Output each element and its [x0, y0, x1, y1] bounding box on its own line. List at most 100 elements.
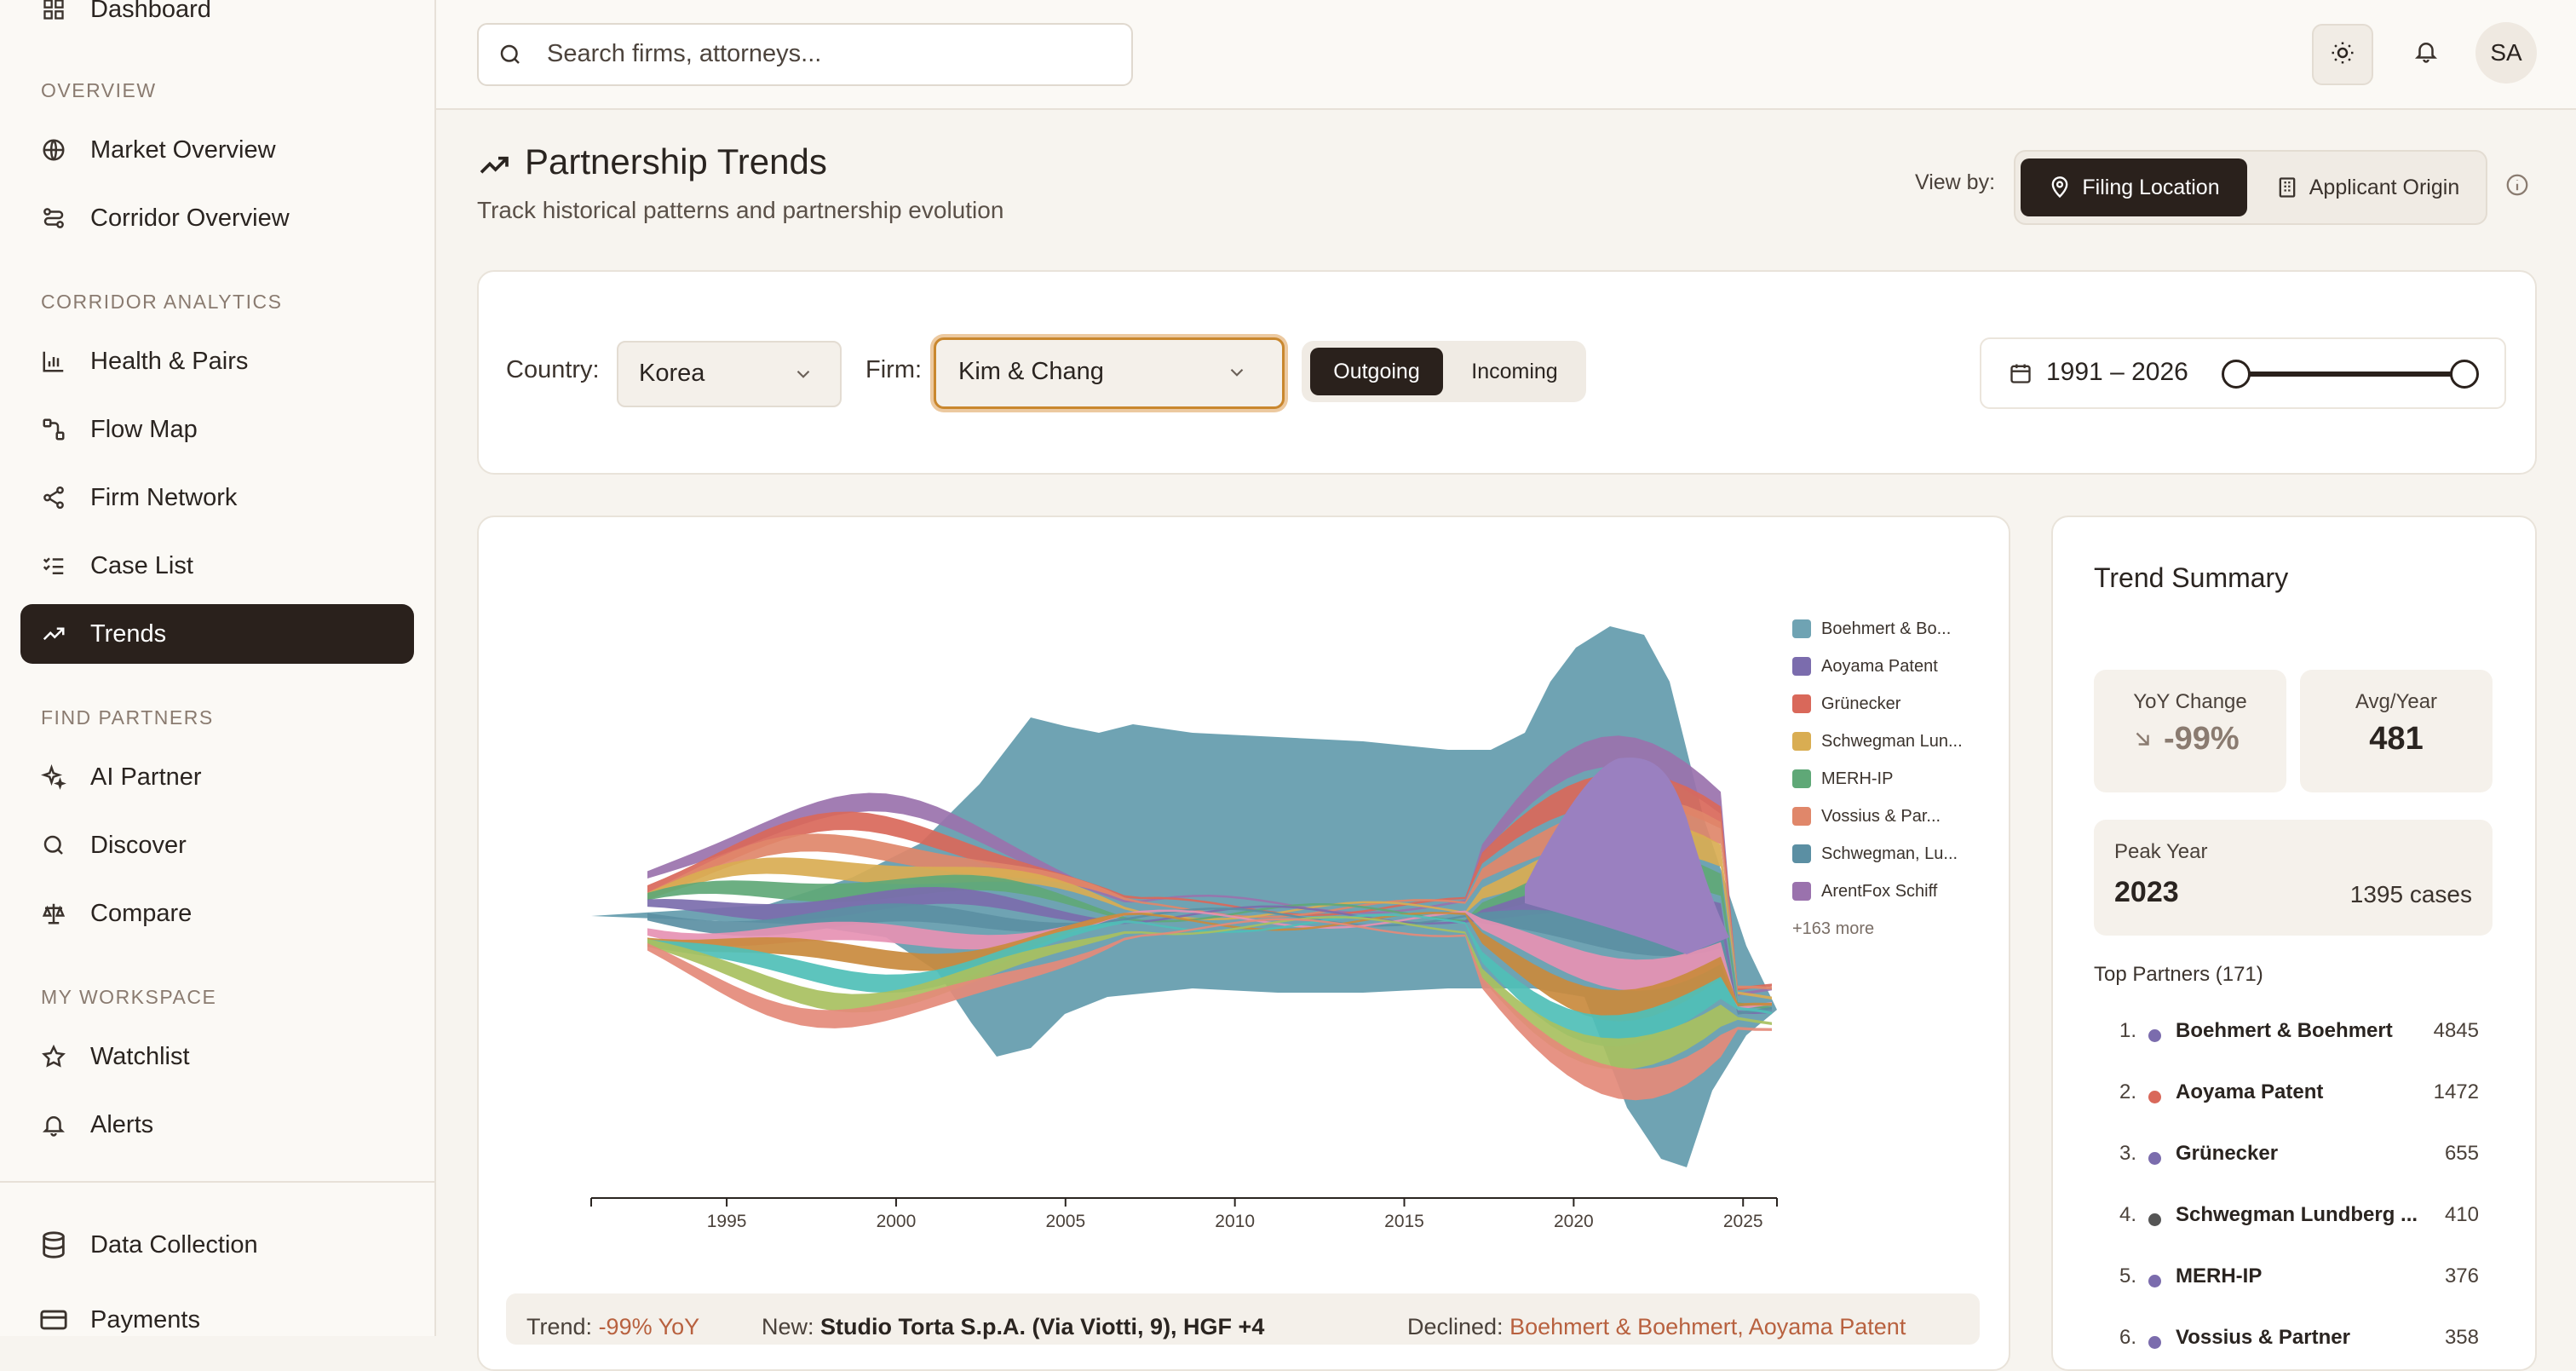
direction-incoming-button[interactable]: Incoming: [1471, 359, 1558, 383]
sidebar-item-trends[interactable]: Trends: [20, 604, 414, 664]
info-icon[interactable]: [2504, 172, 2530, 202]
yoy-change-tile: YoY Change -99%: [2094, 670, 2286, 792]
bar-chart-icon: [39, 347, 68, 376]
partner-color-dot: [2148, 1275, 2161, 1287]
partner-color-dot: [2148, 1091, 2161, 1103]
search-input[interactable]: Search firms, attorneys...: [547, 40, 822, 67]
theme-toggle-button[interactable]: [2312, 24, 2373, 85]
legend-item[interactable]: Boehmert & Bo...: [1792, 618, 1951, 640]
new-value: Studio Torta S.p.A. (Via Viotti, 9), HGF…: [820, 1314, 1265, 1339]
sidebar-item-firm-network[interactable]: Firm Network: [20, 468, 414, 527]
sidebar-item-label: Flow Map: [90, 415, 198, 443]
sidebar-item-label: Case List: [90, 551, 193, 579]
firm-select[interactable]: Kim & Chang: [934, 337, 1285, 409]
trend-insight-strip: Trend: -99% YoY New: Studio Torta S.p.A.…: [506, 1293, 1980, 1345]
legend-item[interactable]: Vossius & Par...: [1792, 805, 1941, 827]
sidebar-item-label: Market Overview: [90, 135, 276, 164]
legend-label: Vossius & Par...: [1821, 806, 1941, 826]
view-by-label: View by:: [1915, 170, 1996, 194]
stream-layer[interactable]: [647, 916, 1772, 1070]
search-icon: [39, 831, 68, 860]
direction-outgoing-button[interactable]: Outgoing: [1310, 348, 1443, 395]
partner-row[interactable]: 3. Grünecker 655: [2106, 1142, 2479, 1176]
view-by-toggle: Filing Location Applicant Origin: [2014, 150, 2487, 225]
sidebar-item-case-list[interactable]: Case List: [20, 536, 414, 596]
trending-up-icon: [39, 619, 68, 648]
partner-row[interactable]: 1. Boehmert & Boehmert 4845: [2106, 1019, 2479, 1053]
topbar: Search firms, attorneys... SA: [436, 0, 2576, 110]
declined-value: Boehmert & Boehmert, Aoyama Patent: [1509, 1314, 1906, 1339]
sidebar-item-corridor-overview[interactable]: Corridor Overview: [20, 188, 414, 248]
sidebar-item-label: Dashboard: [90, 0, 211, 23]
legend-item[interactable]: Aoyama Patent: [1792, 655, 1938, 677]
partner-row[interactable]: 4. Schwegman Lundberg ... 410: [2106, 1203, 2479, 1237]
sidebar-section-find-partners: FIND PARTNERS: [41, 706, 214, 729]
sidebar-item-alerts[interactable]: Alerts: [20, 1095, 414, 1155]
partner-color-dot: [2148, 1029, 2161, 1042]
scale-icon: [39, 899, 68, 928]
sidebar-item-dashboard[interactable]: Dashboard: [20, 0, 414, 39]
partner-rank: 5.: [2119, 1264, 2136, 1287]
database-icon: [39, 1230, 68, 1259]
partner-row[interactable]: 6. Vossius & Partner 358: [2106, 1326, 2479, 1360]
legend-label: MERH-IP: [1821, 769, 1894, 788]
stream-layer-arentfox[interactable]: [1525, 758, 1729, 954]
sidebar-item-label: Trends: [90, 619, 167, 648]
credit-card-icon: [39, 1305, 68, 1334]
sidebar-item-health-pairs[interactable]: Health & Pairs: [20, 331, 414, 391]
stream-layer[interactable]: [647, 735, 1772, 996]
search-box[interactable]: Search firms, attorneys...: [477, 23, 1133, 86]
year-range-label: 1991 – 2026: [2046, 358, 2188, 386]
sidebar-item-payments[interactable]: Payments: [20, 1290, 414, 1350]
partner-row[interactable]: 5. MERH-IP 376: [2106, 1264, 2479, 1299]
trend-insight: Trend: -99% YoY: [526, 1314, 699, 1340]
notifications-button[interactable]: [2397, 24, 2455, 82]
legend-swatch: [1792, 732, 1811, 751]
country-label: Country:: [506, 356, 600, 383]
partner-count: 4845: [2433, 1019, 2479, 1042]
trend-label: Trend:: [526, 1314, 593, 1339]
partner-rank: 2.: [2119, 1080, 2136, 1103]
sidebar-divider: [0, 1181, 434, 1183]
partner-rank: 1.: [2119, 1019, 2136, 1042]
legend-label: Grünecker: [1821, 694, 1901, 713]
legend-item[interactable]: Schwegman Lun...: [1792, 730, 1963, 752]
year-range-start-handle[interactable]: [2222, 360, 2251, 389]
stream-layer[interactable]: [647, 909, 1772, 1011]
view-applicant-origin-button[interactable]: Applicant Origin: [2254, 158, 2481, 216]
legend-more[interactable]: +163 more: [1792, 918, 1874, 940]
yoy-label: YoY Change: [2133, 690, 2247, 713]
arrow-down-right-icon: [2131, 728, 2153, 754]
sidebar-item-flow-map[interactable]: Flow Map: [20, 400, 414, 459]
trend-value: -99% YoY: [598, 1314, 700, 1339]
partner-row[interactable]: 2. Aoyama Patent 1472: [2106, 1080, 2479, 1115]
stream-layer[interactable]: [647, 912, 1772, 1022]
sidebar-item-compare[interactable]: Compare: [20, 884, 414, 943]
partner-name: Boehmert & Boehmert: [2176, 1019, 2393, 1042]
year-range-end-handle[interactable]: [2450, 360, 2479, 389]
sparkles-icon: [39, 763, 68, 792]
peak-label: Peak Year: [2114, 840, 2208, 863]
legend-item[interactable]: Schwegman, Lu...: [1792, 843, 1958, 865]
page-subtitle: Track historical patterns and partnershi…: [477, 197, 1004, 223]
grid-icon: [39, 0, 68, 24]
route-icon: [39, 204, 68, 233]
sidebar-item-market-overview[interactable]: Market Overview: [20, 120, 414, 180]
view-filing-location-button[interactable]: Filing Location: [2021, 158, 2247, 216]
legend-item[interactable]: Grünecker: [1792, 693, 1900, 715]
legend-item[interactable]: ArentFox Schiff: [1792, 880, 1937, 902]
sidebar-item-label: Compare: [90, 899, 193, 927]
sidebar-item-ai-partner[interactable]: AI Partner: [20, 747, 414, 807]
view-applicant-origin-label: Applicant Origin: [2309, 175, 2460, 199]
sidebar-section-my-workspace: MY WORKSPACE: [41, 986, 217, 1008]
sidebar-item-data-collection[interactable]: Data Collection: [20, 1215, 414, 1275]
stream-layer[interactable]: [647, 918, 1772, 1101]
country-select[interactable]: Korea: [617, 341, 842, 407]
sidebar-item-label: Health & Pairs: [90, 347, 249, 375]
legend-swatch: [1792, 807, 1811, 826]
sidebar-item-discover[interactable]: Discover: [20, 815, 414, 875]
sidebar-item-watchlist[interactable]: Watchlist: [20, 1027, 414, 1086]
legend-item[interactable]: MERH-IP: [1792, 768, 1893, 790]
avatar[interactable]: SA: [2475, 22, 2537, 84]
sun-icon: [2330, 40, 2355, 70]
